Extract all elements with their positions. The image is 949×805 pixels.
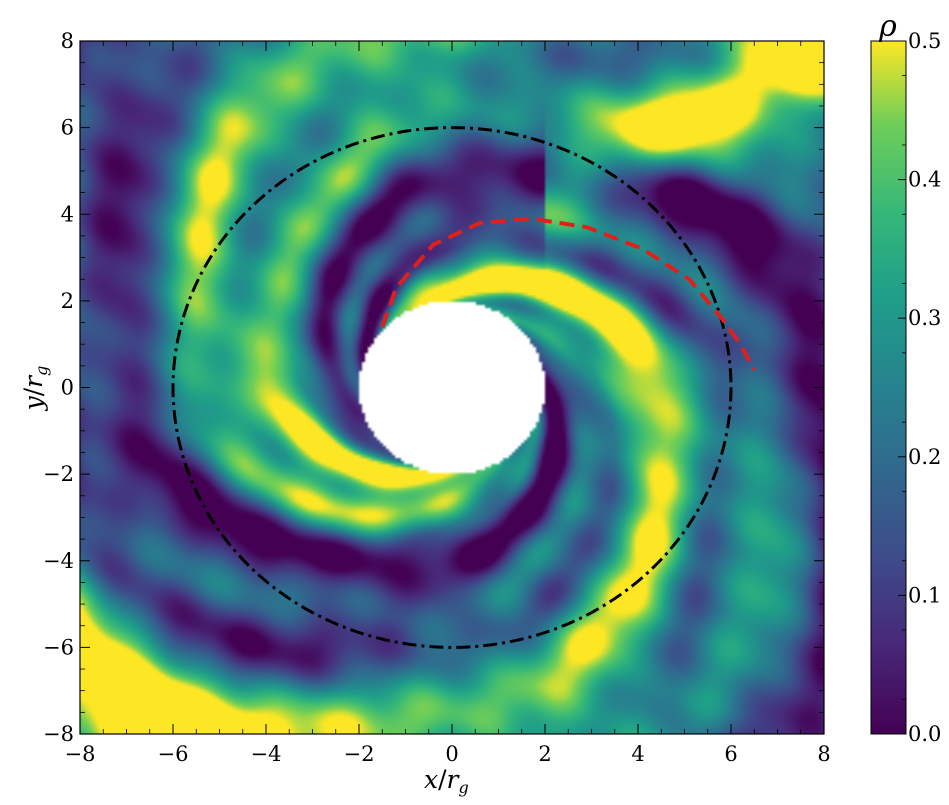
- x-axis-label-numerator: x: [424, 765, 438, 794]
- x-axis-label: x/rg: [424, 765, 469, 797]
- x-tick-label: 8: [817, 742, 830, 766]
- y-tick-label: −6: [43, 635, 74, 659]
- x-tick-label: 6: [724, 742, 737, 766]
- colorbar-tick-label: 0.4: [908, 168, 941, 192]
- spiral-arm-trace: [380, 216, 757, 372]
- x-tick-label: 2: [538, 742, 551, 766]
- x-tick-label: −6: [158, 742, 189, 766]
- plot-area: −8 −6 −4 −2 0 2 4 6 8 −8 −6 −4 −2 0 2 4 6 8: [43, 29, 831, 766]
- colorbar-tick-label: 0.2: [908, 445, 941, 469]
- x-tick-label: −4: [251, 742, 282, 766]
- x-tick-label: −8: [65, 742, 96, 766]
- axis-ticks: −8 −6 −4 −2 0 2 4 6 8 −8 −6 −4 −2 0 2 4 6 8: [43, 29, 831, 766]
- colorbar-tick-label: 0.0: [908, 722, 941, 746]
- svg-text:y/rg: y/rg: [19, 366, 51, 412]
- density-heatmap: [80, 41, 824, 734]
- overlay-layer: [171, 126, 757, 649]
- colorbar: ρ 0.0 0.1 0.2 0.3 0.4 0.5: [870, 9, 941, 746]
- colorbar-tick-label: 0.3: [908, 306, 941, 330]
- y-tick-label: 8: [61, 29, 74, 53]
- y-axis-label: y/rg: [19, 366, 51, 412]
- y-tick-label: −8: [43, 722, 74, 746]
- colorbar-tick-label: 0.1: [908, 583, 941, 607]
- colorbar-ticks: 0.0 0.1 0.2 0.3 0.4 0.5: [898, 29, 941, 746]
- colorbar-gradient: [870, 40, 907, 735]
- y-tick-label: 2: [61, 289, 74, 313]
- reference-circle: [171, 126, 733, 649]
- x-axis-label-subscript: g: [459, 778, 469, 797]
- y-axis-label-denominator: r: [19, 374, 48, 388]
- y-tick-label: −2: [43, 462, 74, 486]
- x-tick-label: 4: [631, 742, 644, 766]
- x-tick-label: −2: [344, 742, 375, 766]
- x-axis-label-denominator: r: [447, 765, 461, 794]
- y-tick-label: 4: [61, 202, 74, 226]
- y-tick-label: 6: [61, 116, 74, 140]
- svg-text:x/rg: x/rg: [424, 765, 469, 797]
- colorbar-tick-label: 0.5: [908, 29, 941, 53]
- colorbar-title: ρ: [878, 9, 897, 44]
- y-axis-label-subscript: g: [32, 366, 51, 376]
- y-tick-label: −4: [43, 549, 74, 573]
- x-tick-label: 0: [445, 742, 458, 766]
- y-axis-label-numerator: y: [19, 395, 48, 411]
- y-tick-label: 0: [61, 376, 74, 400]
